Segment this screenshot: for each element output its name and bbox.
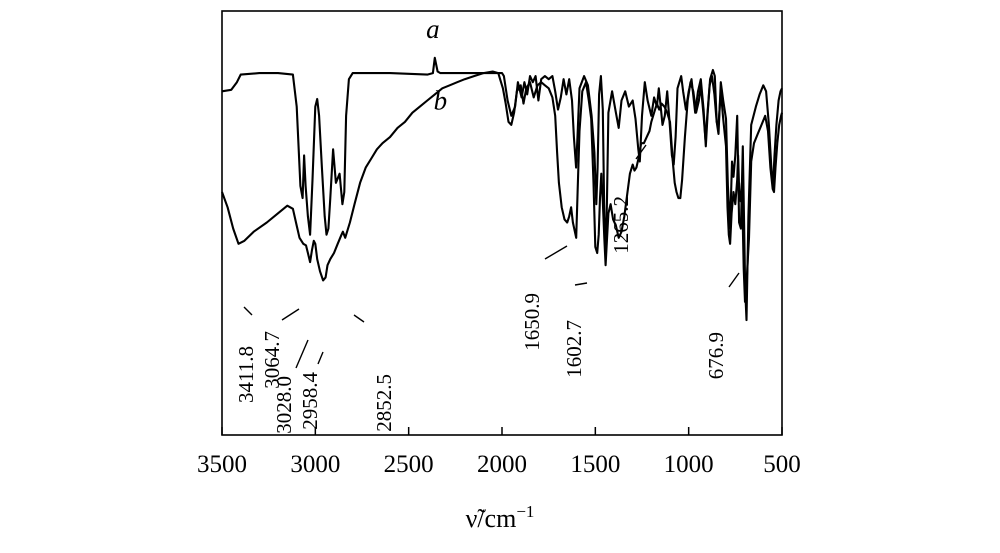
- spectrum-curves: [221, 56, 784, 322]
- series-a-line: [221, 56, 783, 322]
- peak-leader-line: [574, 282, 588, 286]
- curve-label-a: a: [426, 14, 440, 44]
- peak-leader-line: [243, 306, 253, 316]
- peak-label: 676.9: [704, 332, 728, 379]
- peak-label: 2852.5: [372, 374, 396, 432]
- peak-leader-line: [635, 144, 647, 160]
- peak-label: 3028.0: [272, 376, 296, 434]
- x-axis-unit: /cm: [477, 504, 516, 533]
- peak-leader-line: [317, 351, 324, 365]
- peak-leader-line: [353, 314, 365, 323]
- x-tick-label: 3000: [290, 451, 340, 478]
- x-axis-ticks: 3500 3000 2500 2000 1500 1000 500: [197, 427, 801, 478]
- peak-label: 1265.2: [609, 196, 633, 254]
- x-tick-label: 1500: [570, 451, 620, 478]
- peak-label: 3411.8: [234, 346, 258, 403]
- series-b-line: [221, 70, 784, 303]
- x-tick-label: 2000: [477, 451, 527, 478]
- peak-label: 2958.4: [298, 372, 322, 430]
- x-tick-label: 1000: [664, 451, 714, 478]
- curve-label-b: b: [434, 86, 448, 116]
- peak-label: 1650.9: [520, 293, 544, 351]
- x-axis-label: ν̃/cm−1: [466, 502, 535, 533]
- peak-leader-line: [728, 272, 740, 288]
- peak-label: 1602.7: [562, 320, 586, 378]
- curve-labels: ab: [426, 14, 447, 116]
- x-tick-label: 500: [763, 451, 801, 478]
- peak-leader-line: [295, 339, 309, 369]
- x-tick-label: 3500: [197, 451, 247, 478]
- peak-label: 3064.7: [260, 331, 284, 389]
- peak-leader-line: [544, 245, 568, 260]
- peak-leader-line: [281, 308, 300, 321]
- x-tick-label: 2500: [384, 451, 434, 478]
- x-axis-exponent: −1: [516, 502, 534, 521]
